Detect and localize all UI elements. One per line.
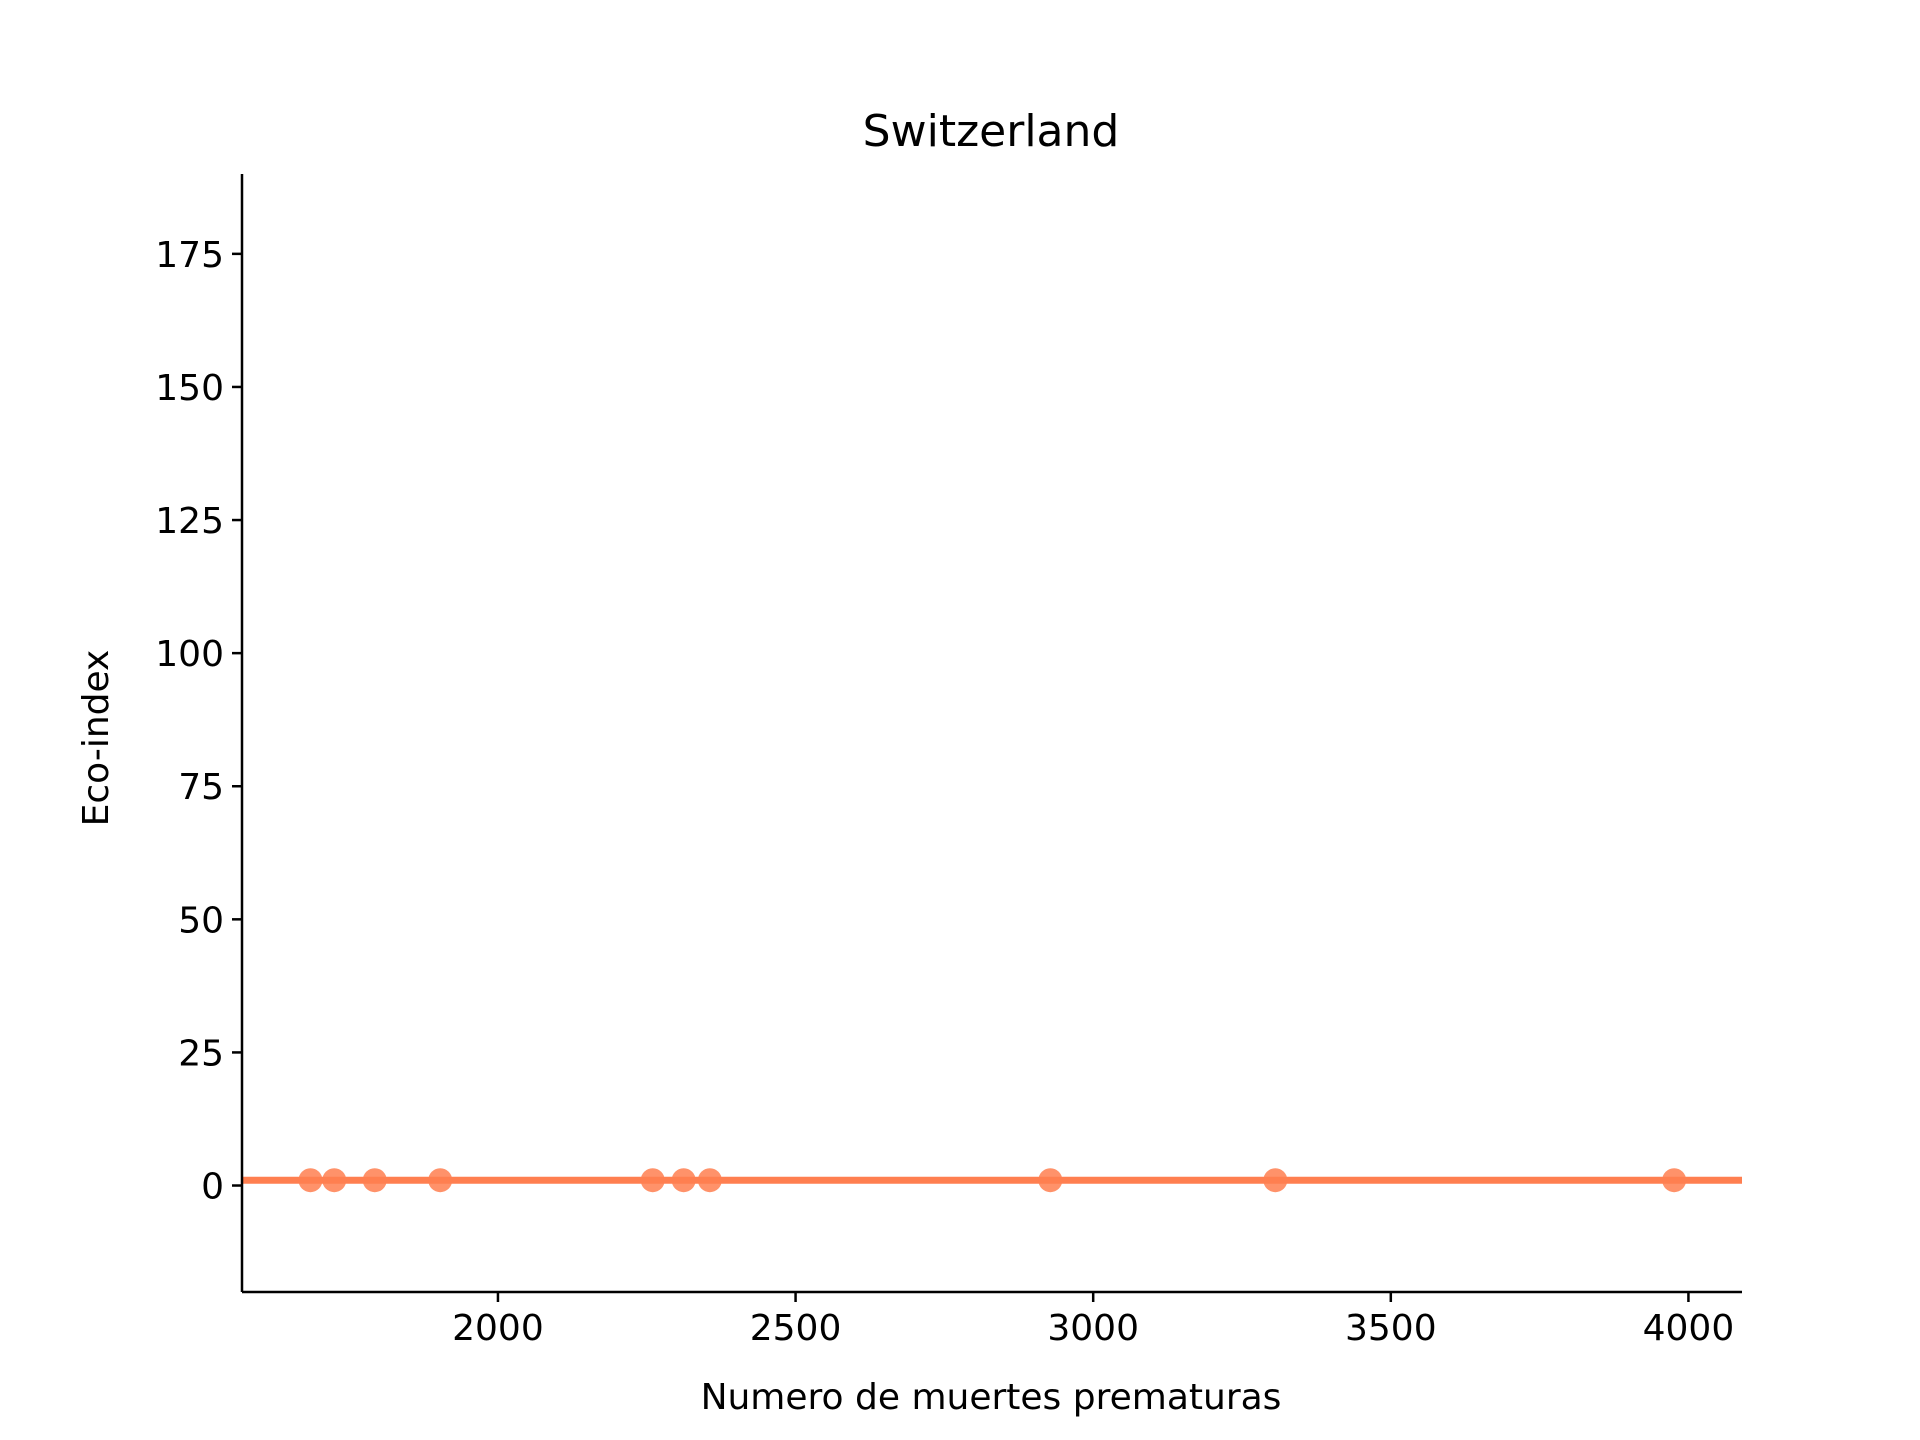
y-tick-label-150: 150 (155, 368, 224, 409)
data-point-2 (322, 1168, 347, 1193)
x-tick-label-2500: 2500 (750, 1308, 842, 1349)
data-point-8 (1038, 1168, 1063, 1193)
data-point-5 (640, 1168, 665, 1193)
x-axis-label: Numero de muertes prematuras (701, 1377, 1282, 1418)
chart-title: Switzerland (863, 106, 1120, 157)
y-tick-label-125: 125 (155, 501, 224, 542)
data-point-7 (697, 1168, 722, 1193)
data-point-1 (298, 1168, 323, 1193)
x-tick-label-4000: 4000 (1643, 1308, 1735, 1349)
data-point-3 (362, 1168, 387, 1193)
axes: 2000 2500 3000 3500 4000 0 25 50 75 100 125 150 175 (155, 174, 1742, 1349)
y-tick-label-100: 100 (155, 634, 224, 675)
plot-area (242, 1168, 1742, 1193)
data-point-10 (1662, 1168, 1687, 1193)
y-tick-label-75: 75 (178, 767, 224, 808)
y-tick-label-0: 0 (201, 1167, 224, 1208)
data-point-9 (1263, 1168, 1288, 1193)
data-point-6 (671, 1168, 696, 1193)
x-tick-label-3000: 3000 (1047, 1308, 1139, 1349)
x-tick-label-2000: 2000 (452, 1308, 544, 1349)
x-tick-label-3500: 3500 (1345, 1308, 1437, 1349)
y-tick-label-25: 25 (178, 1033, 224, 1074)
y-tick-label-175: 175 (155, 235, 224, 276)
data-point-4 (428, 1168, 453, 1193)
y-tick-label-50: 50 (178, 900, 224, 941)
y-axis-label: Eco-index (76, 650, 117, 827)
